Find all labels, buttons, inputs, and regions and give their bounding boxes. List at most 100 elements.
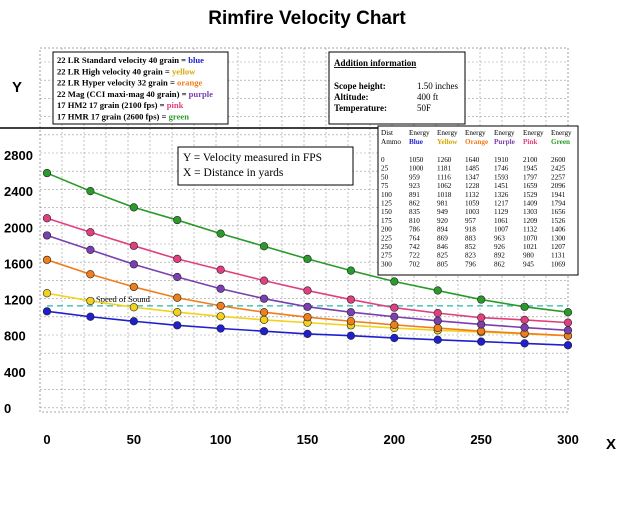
info-value: 50F <box>417 103 431 113</box>
y-tick-label: 400 <box>4 365 26 380</box>
table-cell: 1228 <box>465 182 480 190</box>
data-point <box>42 289 52 298</box>
table-cell: 1132 <box>523 226 538 234</box>
table-cell: 1797 <box>523 173 538 181</box>
y-tick-label: 2800 <box>4 148 33 163</box>
legend-entry-text: 22 LR Hyper velocity 32 grain = <box>57 78 177 88</box>
y-tick-label: 1600 <box>4 256 33 271</box>
table-cell: 1059 <box>465 200 480 208</box>
data-point <box>129 303 138 312</box>
table-cell: 1941 <box>551 191 566 199</box>
legend-entry-color-word: blue <box>188 55 204 65</box>
table-header-energy: Energy <box>465 129 486 137</box>
table-header-series: Pink <box>523 138 537 146</box>
legend-box: 22 LR Standard velocity 40 grain = blue 2… <box>52 51 229 125</box>
data-point <box>216 312 225 321</box>
table-cell: 862 <box>494 260 505 268</box>
data-point <box>42 255 52 264</box>
data-point <box>563 341 573 350</box>
series-orange <box>42 255 573 340</box>
series-pink <box>42 214 573 327</box>
table-cell: 786 <box>409 226 420 234</box>
table-header-energy: Energy <box>437 129 458 137</box>
data-point <box>86 270 95 279</box>
data-point <box>173 272 182 282</box>
data-point <box>433 335 442 344</box>
data-point <box>129 282 138 292</box>
series-purple <box>42 231 573 335</box>
table-cell: 275 <box>381 252 392 260</box>
data-point <box>173 254 182 264</box>
info-value: 400 ft <box>417 92 439 102</box>
info-label: Temperature: <box>334 103 387 113</box>
data-point <box>303 313 312 322</box>
table-header-series: Green <box>551 138 570 146</box>
data-point <box>303 329 312 339</box>
table-cell: 1050 <box>409 156 424 164</box>
data-point <box>216 265 225 274</box>
data-point <box>86 245 95 254</box>
table-header-series: Yellow <box>437 138 458 146</box>
chart-title: Rimfire Velocity Chart <box>208 8 406 29</box>
table-header-energy: Energy <box>409 129 430 137</box>
table-cell: 0 <box>381 156 385 164</box>
table-cell: 892 <box>494 252 505 260</box>
table-cell: 1116 <box>437 173 451 181</box>
table-cell: 1007 <box>494 226 509 234</box>
series-green <box>42 168 573 317</box>
table-cell: 1069 <box>551 260 566 268</box>
y-tick-label: 1200 <box>4 293 33 308</box>
table-cell: 1451 <box>494 182 509 190</box>
speed-of-sound-label: Speed of Sound <box>96 294 151 304</box>
data-point <box>477 337 486 346</box>
legend-entry-color-word: yellow <box>172 66 196 76</box>
legend-entry-text: 22 LR Standard velocity 40 grain = <box>57 55 188 65</box>
table-cell: 805 <box>437 260 448 268</box>
table-cell: 1406 <box>551 226 566 234</box>
table-header-series: Ammo <box>381 138 401 146</box>
axis-definition: Y = Velocity measured in FPS <box>183 152 322 164</box>
table-cell: 2600 <box>551 156 566 164</box>
table-cell: 1131 <box>551 252 566 260</box>
table-cell: 1217 <box>494 200 509 208</box>
table-header-series: Purple <box>494 138 515 146</box>
table-cell: 764 <box>409 234 420 242</box>
x-axis-label: X <box>606 436 616 453</box>
table-cell: 1794 <box>551 200 566 208</box>
data-point <box>42 307 52 316</box>
data-point <box>129 241 138 250</box>
x-tick-label: 150 <box>297 432 319 447</box>
table-cell: 702 <box>409 260 420 268</box>
table-cell: 823 <box>465 252 476 260</box>
data-point <box>303 302 312 311</box>
data-point <box>259 315 269 325</box>
x-tick-label: 200 <box>383 432 405 447</box>
table-cell: 852 <box>465 243 476 251</box>
data-point <box>303 286 312 295</box>
data-point <box>390 277 399 286</box>
info-value: 1.50 inches <box>417 81 458 91</box>
data-point <box>390 303 399 312</box>
table-cell: 918 <box>465 226 476 234</box>
table-cell: 200 <box>381 226 392 234</box>
table-header-energy: Energy <box>523 129 544 137</box>
legend-entry-text: 22 Mag (CCI maxi-mag 40 grain) = <box>57 89 189 99</box>
data-point <box>390 333 399 343</box>
x-tick-label: 50 <box>127 432 141 447</box>
data-point <box>216 284 225 293</box>
data-point <box>346 308 356 317</box>
data-point <box>259 308 269 317</box>
data-point <box>129 317 138 326</box>
data-point <box>390 320 399 329</box>
table-cell: 959 <box>409 173 420 181</box>
data-point <box>520 339 529 348</box>
table-cell: 2100 <box>523 156 538 164</box>
data-point <box>86 296 95 306</box>
table-cell: 1593 <box>494 173 509 181</box>
x-tick-label: 100 <box>210 432 232 447</box>
table-cell: 923 <box>409 182 420 190</box>
table-cell: 980 <box>523 252 534 260</box>
table-cell: 926 <box>494 243 505 251</box>
legend-entry-text: 22 LR High velocity 40 grain = <box>57 66 172 76</box>
